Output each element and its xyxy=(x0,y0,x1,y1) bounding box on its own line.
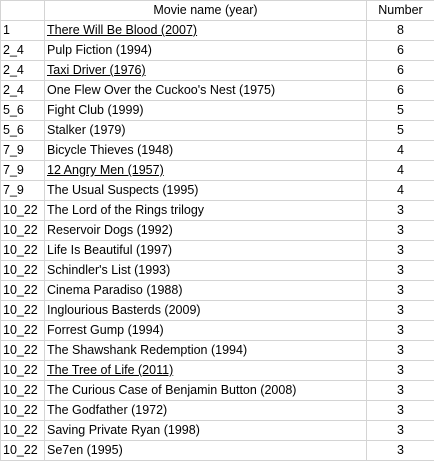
header-row: Movie name (year) Number xyxy=(1,1,434,21)
movie-title-cell[interactable]: Stalker (1979) xyxy=(45,121,367,141)
rank-cell[interactable]: 10_22 xyxy=(1,201,45,221)
rank-cell[interactable]: 7_9 xyxy=(1,141,45,161)
rank-cell[interactable]: 2_4 xyxy=(1,81,45,101)
header-number-cell[interactable]: Number xyxy=(367,1,434,21)
rank-cell[interactable]: 5_6 xyxy=(1,101,45,121)
rank-cell[interactable]: 10_22 xyxy=(1,321,45,341)
header-rank-cell[interactable] xyxy=(1,1,45,21)
movie-title-cell[interactable]: 12 Angry Men (1957) xyxy=(45,161,367,181)
rank-cell[interactable]: 10_22 xyxy=(1,221,45,241)
rank-cell[interactable]: 10_22 xyxy=(1,281,45,301)
rank-cell[interactable]: 2_4 xyxy=(1,41,45,61)
rank-cell[interactable]: 2_4 xyxy=(1,61,45,81)
number-cell[interactable]: 6 xyxy=(367,41,434,61)
movie-title-cell[interactable]: The Tree of Life (2011) xyxy=(45,361,367,381)
movie-title-cell[interactable]: Life Is Beautiful (1997) xyxy=(45,241,367,261)
movie-title-cell[interactable]: Cinema Paradiso (1988) xyxy=(45,281,367,301)
rank-cell[interactable]: 10_22 xyxy=(1,301,45,321)
number-cell[interactable]: 4 xyxy=(367,161,434,181)
number-cell[interactable]: 3 xyxy=(367,421,434,441)
movie-title-cell[interactable]: Fight Club (1999) xyxy=(45,101,367,121)
header-title-cell[interactable]: Movie name (year) xyxy=(45,1,367,21)
number-cell[interactable]: 6 xyxy=(367,61,434,81)
movie-title-cell[interactable]: Se7en (1995) xyxy=(45,441,367,461)
movie-title-cell[interactable]: Pulp Fiction (1994) xyxy=(45,41,367,61)
movie-title-cell[interactable]: Saving Private Ryan (1998) xyxy=(45,421,367,441)
number-cell[interactable]: 3 xyxy=(367,321,434,341)
number-cell[interactable]: 3 xyxy=(367,381,434,401)
number-cell[interactable]: 3 xyxy=(367,301,434,321)
movie-title-cell[interactable]: Schindler's List (1993) xyxy=(45,261,367,281)
number-cell[interactable]: 3 xyxy=(367,341,434,361)
movie-title-cell[interactable]: Inglourious Basterds (2009) xyxy=(45,301,367,321)
rank-cell[interactable]: 10_22 xyxy=(1,341,45,361)
rank-cell[interactable]: 10_22 xyxy=(1,361,45,381)
rank-cell[interactable]: 10_22 xyxy=(1,261,45,281)
rank-cell[interactable]: 10_22 xyxy=(1,421,45,441)
movie-title-cell[interactable]: There Will Be Blood (2007) xyxy=(45,21,367,41)
number-cell[interactable]: 5 xyxy=(367,101,434,121)
movie-title-cell[interactable]: The Curious Case of Benjamin Button (200… xyxy=(45,381,367,401)
rank-cell[interactable]: 1 xyxy=(1,21,45,41)
rank-cell[interactable]: 10_22 xyxy=(1,401,45,421)
rank-cell[interactable]: 5_6 xyxy=(1,121,45,141)
number-cell[interactable]: 3 xyxy=(367,361,434,381)
number-cell[interactable]: 5 xyxy=(367,121,434,141)
number-cell[interactable]: 6 xyxy=(367,81,434,101)
number-cell[interactable]: 3 xyxy=(367,241,434,261)
movie-title-cell[interactable]: The Godfather (1972) xyxy=(45,401,367,421)
movie-title-cell[interactable]: The Usual Suspects (1995) xyxy=(45,181,367,201)
number-cell[interactable]: 3 xyxy=(367,441,434,461)
number-cell[interactable]: 3 xyxy=(367,261,434,281)
number-cell[interactable]: 3 xyxy=(367,401,434,421)
movie-title-cell[interactable]: Bicycle Thieves (1948) xyxy=(45,141,367,161)
rank-cell[interactable]: 7_9 xyxy=(1,181,45,201)
rank-cell[interactable]: 10_22 xyxy=(1,241,45,261)
movie-title-cell[interactable]: One Flew Over the Cuckoo's Nest (1975) xyxy=(45,81,367,101)
movie-title-cell[interactable]: Taxi Driver (1976) xyxy=(45,61,367,81)
number-cell[interactable]: 3 xyxy=(367,221,434,241)
movie-title-cell[interactable]: Reservoir Dogs (1992) xyxy=(45,221,367,241)
rank-cell[interactable]: 10_22 xyxy=(1,441,45,461)
number-cell[interactable]: 4 xyxy=(367,141,434,161)
movie-title-cell[interactable]: The Lord of the Rings trilogy xyxy=(45,201,367,221)
number-cell[interactable]: 3 xyxy=(367,201,434,221)
number-cell[interactable]: 3 xyxy=(367,281,434,301)
movie-title-cell[interactable]: Forrest Gump (1994) xyxy=(45,321,367,341)
movie-title-cell[interactable]: The Shawshank Redemption (1994) xyxy=(45,341,367,361)
number-cell[interactable]: 4 xyxy=(367,181,434,201)
rank-cell[interactable]: 7_9 xyxy=(1,161,45,181)
number-cell[interactable]: 8 xyxy=(367,21,434,41)
rank-cell[interactable]: 10_22 xyxy=(1,381,45,401)
